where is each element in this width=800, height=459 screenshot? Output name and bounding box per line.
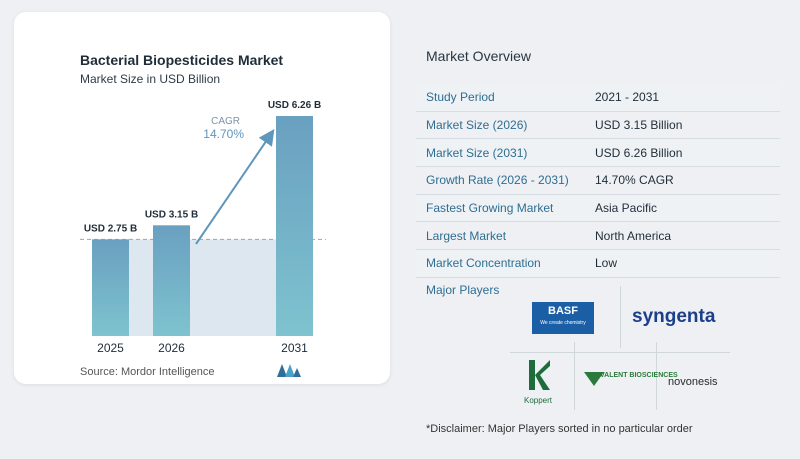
overview-row-label: Market Size (2026) xyxy=(426,118,528,133)
overview-row: Growth Rate (2026 - 2031) 14.70% CAGR xyxy=(416,167,780,195)
overview-title: Market Overview xyxy=(426,48,532,64)
overview-row-value: Low xyxy=(595,256,618,271)
data-label: USD 3.15 B xyxy=(145,209,198,220)
valent-name: VALENT BIOSCIENCES xyxy=(600,372,678,379)
overview-row-label: Fastest Growing Market xyxy=(426,201,554,216)
overview-row: Study Period 2021 - 2031 xyxy=(416,84,780,112)
bar-chart: USD 2.75 B 2025 USD 3.15 B 2026 USD 6.26 B 20… xyxy=(80,100,326,355)
x-tick-label: 2031 xyxy=(281,341,308,355)
x-tick-label: 2025 xyxy=(97,341,124,355)
overview-row-value: Asia Pacific xyxy=(595,201,658,216)
overview-row-label: Growth Rate (2026 - 2031) xyxy=(426,173,569,188)
overview-row-label: Largest Market xyxy=(426,228,507,243)
overview-row-value: 14.70% CAGR xyxy=(595,173,674,188)
overview-row: Market Size (2031) USD 6.26 Billion xyxy=(416,139,780,168)
players-logos: BASF We create chemistry syngenta Kopper… xyxy=(510,286,730,410)
x-tick-label: 2026 xyxy=(158,341,185,355)
chart-subtitle: Market Size in USD Billion xyxy=(80,72,221,86)
overview-table: Study Period 2021 - 2031 Market Size (2026… xyxy=(416,84,780,278)
overview-row-label: Market Size (2031) xyxy=(426,145,528,160)
valent-logo-icon xyxy=(584,372,604,386)
overview-row-value: USD 6.26 Billion xyxy=(595,145,683,160)
cagr-arrow xyxy=(195,129,275,245)
koppert-logo-icon xyxy=(529,360,550,390)
overview-row: Fastest Growing Market Asia Pacific xyxy=(416,194,780,223)
overview-row-value: USD 3.15 Billion xyxy=(595,118,683,133)
cagr-value: 14.70% xyxy=(203,127,244,141)
overview-row: Market Size (2026) USD 3.15 Billion xyxy=(416,112,780,140)
data-label: USD 2.75 B xyxy=(84,223,137,234)
basf-logo: BASF We create chemistry xyxy=(532,302,594,334)
mordor-logo-icon xyxy=(277,364,301,377)
overview-row-value: North America xyxy=(595,228,672,243)
disclaimer-text: *Disclaimer: Major Players sorted in no … xyxy=(426,423,693,435)
source-text: Source: Mordor Intelligence xyxy=(80,366,215,378)
players-title: Major Players xyxy=(426,283,500,297)
overview-row-label: Market Concentration xyxy=(426,256,541,271)
bar-2025 xyxy=(92,239,129,336)
syngenta-logo: syngenta xyxy=(632,306,716,327)
data-label: USD 6.26 B xyxy=(268,100,321,111)
overview-row: Market Concentration Low xyxy=(416,250,780,278)
bar-2026 xyxy=(153,225,190,336)
chart-title: Bacterial Biopesticides Market xyxy=(80,52,284,68)
overview-row-value: 2021 - 2031 xyxy=(595,90,660,105)
overview-row: Largest Market North America xyxy=(416,222,780,251)
overview-row-label: Study Period xyxy=(426,90,495,105)
cagr-label: CAGR xyxy=(211,116,240,127)
novonesis-logo: novonesis xyxy=(668,376,718,388)
koppert-name: Koppert xyxy=(524,396,553,405)
bar-2031 xyxy=(276,116,313,337)
